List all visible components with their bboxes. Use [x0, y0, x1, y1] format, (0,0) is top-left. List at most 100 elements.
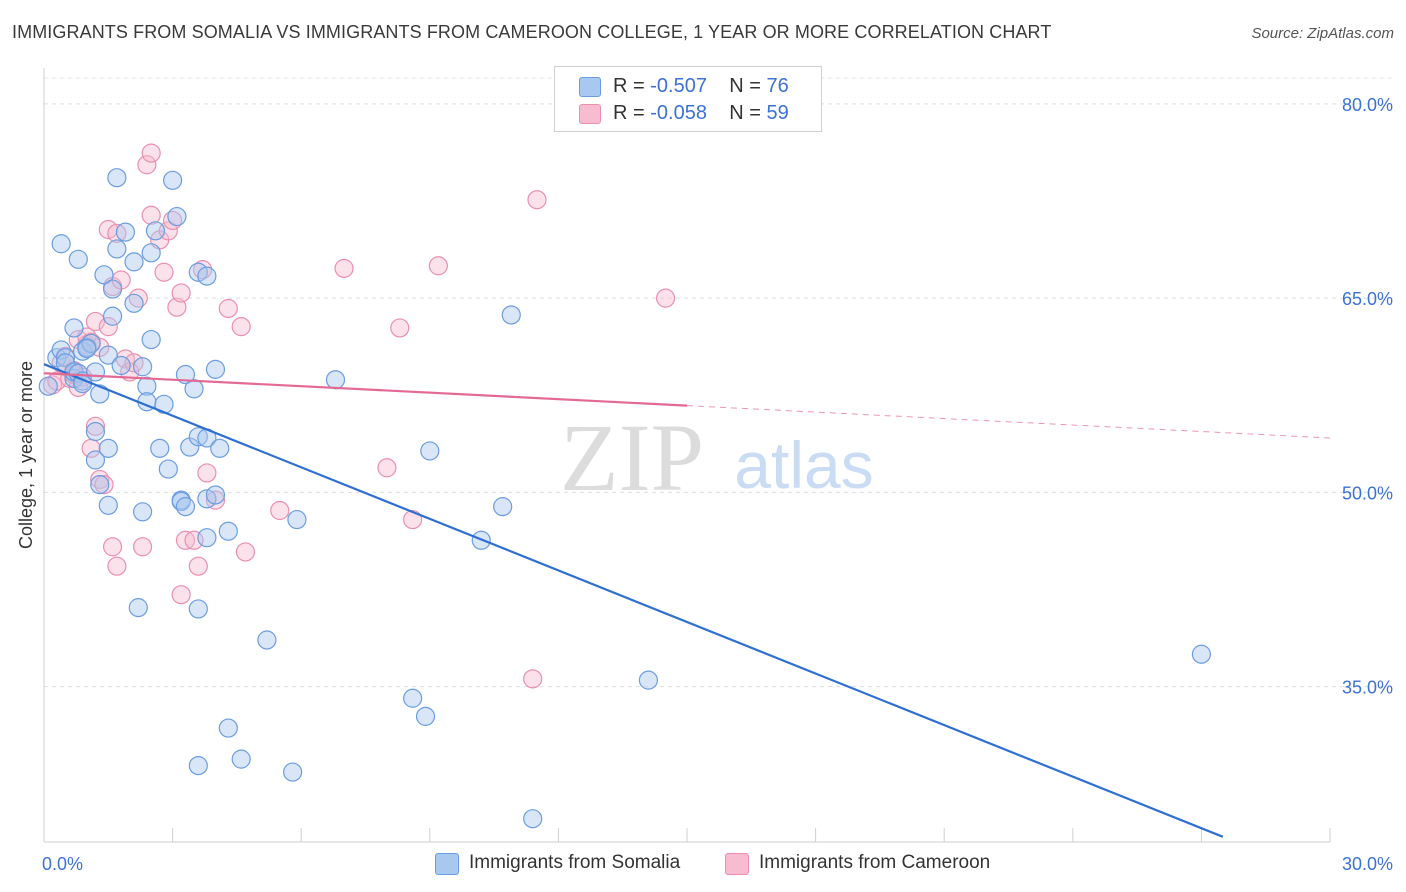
cameroon-point: [188, 556, 208, 576]
legend-cameroon-swatch: [725, 853, 749, 875]
somalia-point: [90, 475, 110, 495]
somalia-point: [115, 222, 136, 242]
x-tick-label-min: 0.0%: [42, 854, 83, 874]
cameroon-n-value: 59: [766, 102, 789, 124]
somalia-point: [141, 243, 161, 263]
somalia-point: [197, 266, 217, 286]
cameroon-point: [154, 262, 174, 282]
somalia-r-value: -0.507: [650, 75, 707, 97]
points-layer: [38, 143, 1212, 829]
legend-somalia-swatch: [435, 853, 459, 875]
cameroon-point: [137, 155, 157, 175]
cameroon-point: [231, 317, 251, 337]
somalia-point: [111, 355, 131, 376]
y-axis-label: College, 1 year or more: [16, 361, 36, 549]
cameroon-point: [197, 463, 217, 483]
somalia-point: [287, 509, 307, 530]
grid-layer: [44, 77, 1392, 688]
somalia-point: [197, 528, 217, 548]
cameroon-point: [171, 283, 191, 303]
cameroon-r-value: -0.058: [650, 102, 707, 124]
somalia-point: [231, 749, 251, 769]
somalia-point: [102, 279, 123, 299]
somalia-point: [77, 339, 97, 359]
somalia-point: [325, 370, 346, 390]
y-tick-label: 50.0%: [1342, 483, 1393, 503]
cameroon-point: [403, 509, 423, 530]
cameroon-point: [527, 190, 547, 210]
somalia-point: [501, 305, 521, 325]
somalia-point: [1191, 644, 1212, 664]
somalia-point: [638, 670, 659, 690]
cameroon-point: [523, 669, 543, 689]
somalia-point: [218, 521, 238, 541]
somalia-point: [107, 239, 127, 259]
somalia-point: [98, 495, 118, 515]
cameroon-point: [94, 475, 114, 495]
somalia-point: [493, 497, 513, 517]
somalia-point: [132, 357, 153, 377]
cameroon-point: [102, 537, 123, 557]
cameroon-swatch: [579, 104, 601, 124]
source-label: Source: ZipAtlas.com: [1251, 25, 1394, 42]
cameroon-point: [171, 585, 191, 605]
y-tick-label: 65.0%: [1342, 289, 1393, 309]
cameroon-point: [141, 205, 161, 225]
somalia-point: [107, 168, 127, 188]
somalia-point: [150, 438, 170, 458]
somalia-point: [175, 497, 196, 517]
somalia-point: [51, 234, 71, 254]
watermark: ZIP atlas: [560, 404, 874, 511]
somalia-point: [124, 293, 144, 313]
somalia-n-value: 76: [766, 75, 789, 97]
somalia-point: [415, 706, 436, 726]
somalia-point: [85, 362, 106, 382]
somalia-point: [420, 441, 440, 461]
somalia-point: [124, 252, 144, 272]
cameroon-point: [98, 317, 118, 337]
somalia-point: [218, 718, 238, 738]
somalia-point: [145, 221, 166, 241]
cameroon-point: [428, 256, 448, 276]
somalia-point: [85, 450, 106, 470]
cameroon-point: [85, 311, 106, 332]
stats-legend-box: R = -0.507 N = 76 R = -0.058 N = 59: [554, 66, 822, 132]
somalia-point: [184, 379, 204, 399]
somalia-point: [137, 376, 157, 396]
y-tick-label: 80.0%: [1342, 95, 1393, 115]
watermark-atlas: atlas: [734, 428, 873, 502]
somalia-point: [210, 438, 230, 458]
legend-somalia-label: Immigrants from Somalia: [469, 852, 681, 873]
somalia-point: [102, 306, 123, 326]
cameroon-point: [334, 258, 354, 278]
chart-title: IMMIGRANTS FROM SOMALIA VS IMMIGRANTS FR…: [12, 22, 1052, 42]
cameroon-point: [235, 542, 256, 562]
somalia-point: [257, 630, 277, 650]
somalia-point: [98, 345, 118, 365]
cameroon-point: [270, 500, 290, 521]
somalia-point: [85, 421, 106, 442]
somalia-point: [205, 485, 226, 505]
cameroon-n-label: N =: [729, 102, 767, 124]
somalia-point: [132, 502, 153, 522]
somalia-swatch: [579, 77, 601, 97]
somalia-point: [141, 329, 161, 350]
somalia-point: [188, 755, 208, 776]
somalia-point: [523, 809, 543, 829]
somalia-point: [163, 170, 183, 190]
cameroon-r-label: R =: [613, 102, 651, 124]
cameroon-point: [218, 298, 238, 319]
cameroon-point: [390, 318, 410, 338]
somalia-point: [55, 348, 76, 368]
x-tick-label-max: 30.0%: [1342, 854, 1393, 874]
somalia-point: [283, 762, 303, 782]
somalia-point: [98, 438, 118, 458]
trend-layer: [43, 363, 1331, 838]
axis-layer: [43, 68, 1331, 843]
somalia-point: [188, 599, 208, 619]
somalia-point: [403, 688, 423, 708]
somalia-r-label: R =: [613, 75, 651, 97]
somalia-point: [167, 206, 187, 227]
y-tick-label: 35.0%: [1342, 678, 1393, 698]
